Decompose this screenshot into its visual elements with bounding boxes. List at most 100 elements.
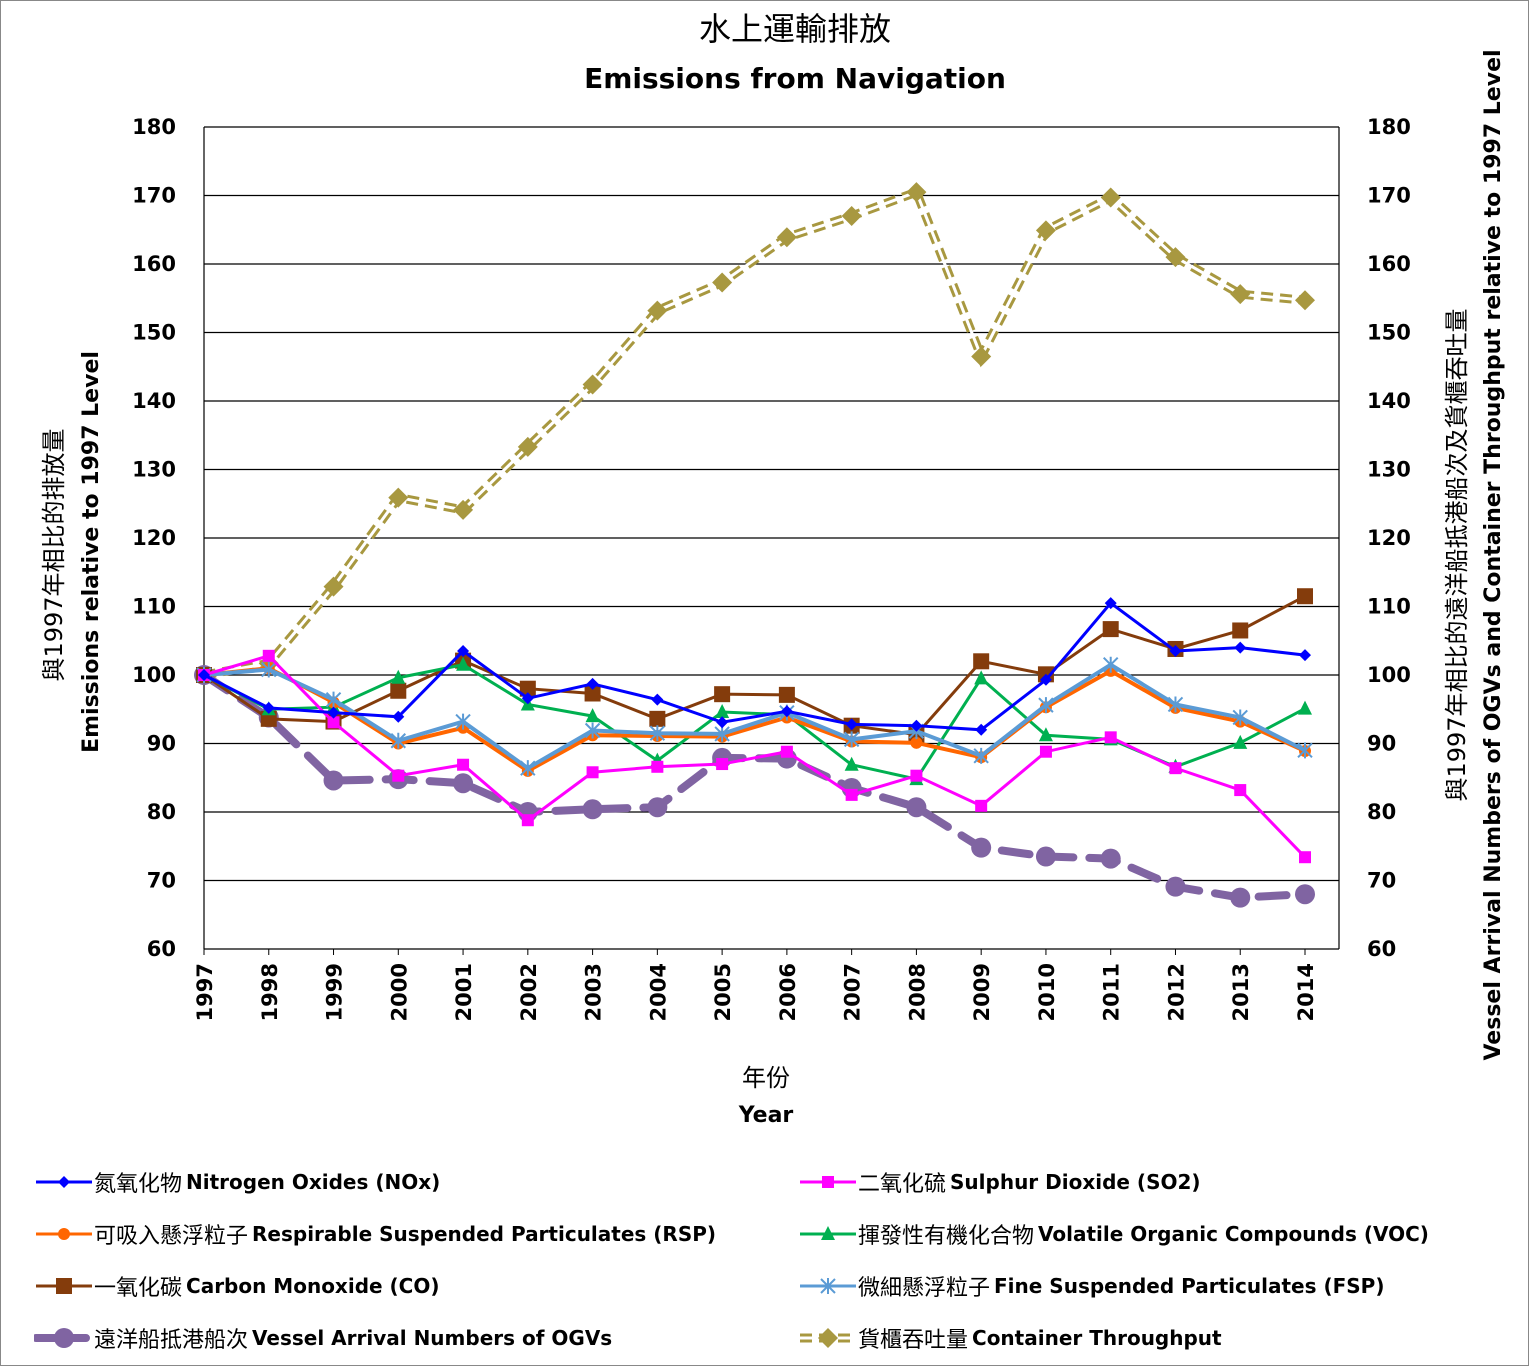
data-point	[651, 693, 664, 706]
legend-swatch-icon	[800, 1176, 856, 1188]
data-point	[1100, 848, 1121, 869]
data-point	[582, 374, 603, 395]
data-point	[1165, 247, 1186, 268]
data-point	[457, 758, 470, 771]
data-point	[647, 300, 668, 321]
y-tick-label: 150	[132, 321, 176, 345]
data-point	[1167, 696, 1184, 713]
legend-label: Nitrogen Oxides (NOx)	[186, 1170, 441, 1194]
data-point	[776, 227, 797, 248]
data-point	[1299, 851, 1311, 864]
legend-swatch-icon	[36, 1176, 92, 1188]
data-point	[780, 705, 793, 718]
legend-swatch-icon	[800, 1226, 856, 1240]
y2-axis-label-zh: 與1997年相比的遠洋船抵港船次及貨櫃吞吐量	[1443, 308, 1471, 801]
data-point	[1039, 673, 1052, 686]
legend-label: Vessel Arrival Numbers of OGVs	[252, 1326, 613, 1350]
data-point	[586, 677, 599, 690]
data-point	[323, 576, 344, 597]
data-point	[975, 799, 988, 812]
data-point	[845, 788, 858, 801]
x-tick-label: 2003	[582, 963, 606, 1021]
x-tick-label: 2008	[905, 963, 929, 1021]
x-axis-label-zh: 年份	[742, 1064, 790, 1092]
data-point	[906, 182, 927, 203]
data-point	[1103, 656, 1119, 673]
data-point	[906, 797, 927, 818]
data-point	[262, 701, 275, 714]
chart-title: 水上運輸排放	[699, 10, 891, 48]
x-tick-label: 1998	[258, 963, 282, 1021]
y2-tick-label: 80	[1367, 800, 1396, 824]
legend-marker	[820, 1278, 836, 1294]
data-point	[392, 769, 405, 782]
data-point	[716, 716, 729, 729]
data-point	[1230, 284, 1251, 305]
data-point	[1104, 731, 1117, 744]
legend-swatch-icon	[34, 1328, 94, 1348]
legend-item: 揮發性有機化合物 Volatile Organic Compounds (VOC)	[798, 1214, 1429, 1254]
data-point	[453, 773, 474, 794]
data-point	[778, 686, 795, 703]
legend-label: Fine Suspended Particulates (FSP)	[994, 1274, 1385, 1298]
data-point	[323, 770, 344, 791]
data-point	[910, 736, 923, 749]
data-point	[1232, 622, 1249, 639]
series-5	[196, 656, 1313, 777]
x-tick-label: 1999	[323, 963, 347, 1021]
data-point	[392, 710, 405, 723]
legend-marker	[818, 1328, 838, 1348]
legend-label-zh: 微細懸浮粒子	[858, 1276, 991, 1301]
legend-item: 貨櫃吞吐量 Container Throughput	[798, 1318, 1222, 1358]
data-point	[975, 723, 988, 736]
x-tick-label: 2009	[970, 963, 994, 1021]
data-point	[716, 758, 729, 771]
legend-label: Sulphur Dioxide (SO2)	[950, 1170, 1201, 1194]
legend-label-zh: 貨櫃吞吐量	[858, 1328, 969, 1353]
data-point	[582, 799, 603, 820]
legend-item: 二氧化硫 Sulphur Dioxide (SO2)	[798, 1162, 1201, 1202]
legend-marker	[54, 1328, 74, 1348]
data-point	[649, 725, 666, 742]
data-point	[521, 814, 534, 827]
series-6	[194, 665, 1315, 908]
y-axis-label-zh: 與1997年相比的排放量	[40, 428, 68, 681]
legend-label: Container Throughput	[972, 1326, 1222, 1350]
legend-swatch-icon	[36, 1278, 92, 1294]
data-point	[715, 703, 730, 718]
y-tick-label: 70	[147, 869, 176, 893]
legend-marker	[58, 1176, 70, 1188]
data-point	[390, 682, 407, 699]
data-point	[1297, 742, 1313, 759]
legend-item: 微細懸浮粒子 Fine Suspended Particulates (FSP)	[798, 1266, 1384, 1306]
data-point	[390, 732, 407, 749]
x-tick-label: 1997	[193, 963, 217, 1021]
legend-label-zh: 可吸入懸浮粒子	[94, 1224, 249, 1249]
legend-swatch-icon	[36, 1228, 92, 1240]
data-point	[649, 710, 666, 727]
data-point	[1234, 784, 1247, 797]
data-point	[1233, 734, 1248, 749]
data-point	[327, 706, 340, 719]
y2-axis-label: Vessel Arrival Numbers of OGVs and Conta…	[1481, 49, 1506, 1060]
y-tick-label: 110	[132, 595, 176, 619]
series-line	[203, 654, 1307, 859]
data-point	[325, 691, 342, 708]
y2-tick-label: 150	[1367, 321, 1411, 345]
y2-tick-label: 130	[1367, 458, 1411, 482]
line-chart: 水上運輸排放 Emissions from Navigation 60 60 70 7…	[40, 10, 1506, 1128]
series-line-gap	[203, 190, 1306, 677]
legend-swatch-icon	[800, 1328, 856, 1348]
data-point	[1039, 745, 1052, 758]
y2-tick-label: 120	[1367, 526, 1411, 550]
data-point	[388, 487, 409, 508]
x-tick-label: 2013	[1229, 963, 1253, 1021]
legend: 氮氧化物 Nitrogen Oxides (NOx) 二氧化硫 Sulphur Dio…	[0, 1160, 1529, 1360]
chart-subtitle: Emissions from Navigation	[584, 62, 1006, 95]
series-line	[203, 662, 1306, 771]
series-7	[194, 182, 1315, 685]
data-point	[1038, 727, 1053, 742]
data-point	[584, 722, 601, 739]
data-point	[586, 766, 599, 779]
y-tick-label: 90	[147, 732, 176, 756]
